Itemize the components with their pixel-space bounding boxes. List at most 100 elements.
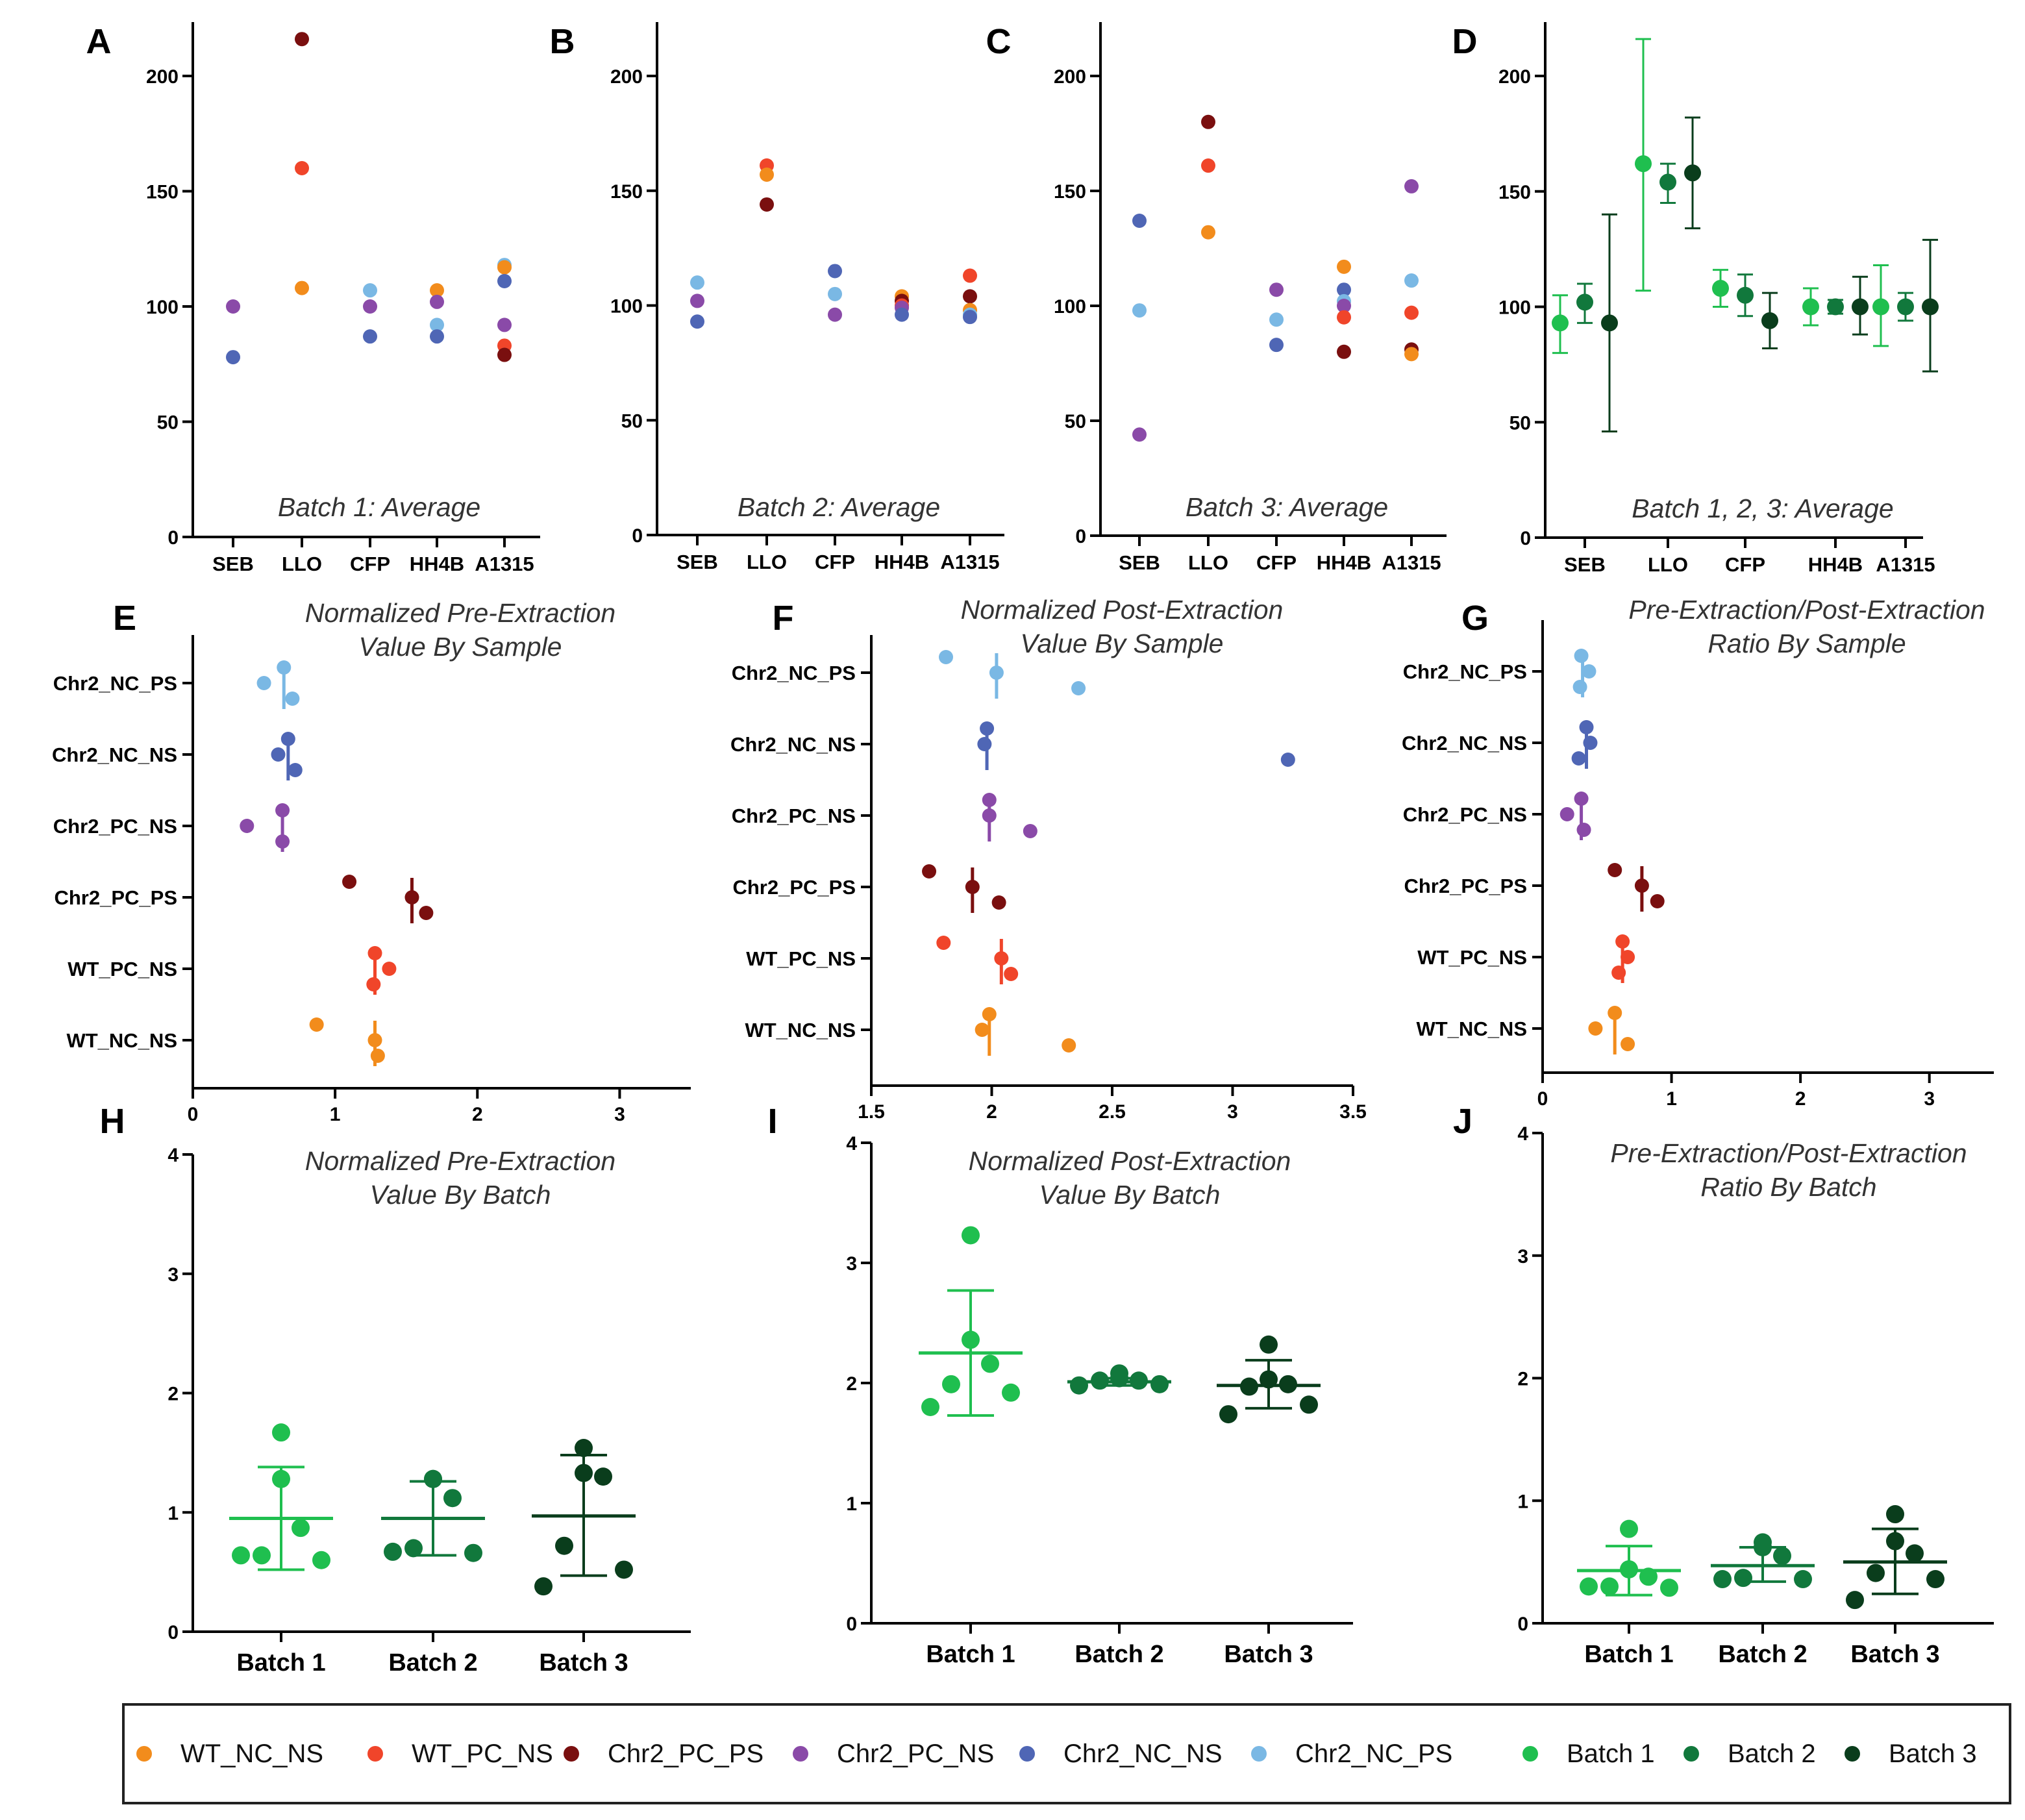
data-point <box>256 676 271 690</box>
data-point <box>309 1017 324 1032</box>
data-point <box>497 347 512 362</box>
x-category-label: A1315 <box>940 551 999 573</box>
y-tick-label: 200 <box>1498 66 1531 88</box>
y-category-label: Chr2_PC_PS <box>732 876 856 899</box>
legend-label: Batch 3 <box>1889 1739 1977 1768</box>
y-tick-label: 0 <box>1075 526 1086 547</box>
data-point <box>1608 863 1622 877</box>
data-point <box>1004 967 1019 981</box>
mean-point <box>1897 298 1914 316</box>
x-category-label: SEB <box>1564 553 1606 576</box>
legend-label: WT_PC_NS <box>412 1739 553 1768</box>
data-point <box>1576 823 1591 837</box>
data-point <box>982 808 997 823</box>
x-category-label: LLO <box>1188 551 1228 574</box>
panel-B: B Batch 2: Average 0 50 100 150 200 SEB LLO CFP HH… <box>550 22 1004 573</box>
legend-marker <box>793 1746 808 1762</box>
x-category-label: CFP <box>1256 551 1297 574</box>
data-point <box>1269 312 1284 327</box>
data-point <box>1130 1371 1148 1390</box>
data-point <box>1269 282 1284 297</box>
data-point <box>963 310 977 325</box>
data-point <box>404 890 419 904</box>
data-point <box>1579 720 1594 734</box>
y-tick-label: 100 <box>1054 296 1086 318</box>
mean-point <box>1827 298 1844 316</box>
x-category-label: Batch 1 <box>236 1649 325 1677</box>
data-point <box>828 286 842 301</box>
data-point <box>280 732 295 746</box>
legend-label: Chr2_PC_PS <box>608 1739 764 1768</box>
x-category-label: HH4B <box>875 551 929 573</box>
y-tick-label: 200 <box>610 66 643 88</box>
data-point <box>272 1469 290 1488</box>
data-point <box>962 1226 980 1245</box>
data-point <box>760 168 774 182</box>
data-point <box>555 1536 573 1555</box>
data-point <box>1240 1377 1258 1396</box>
mean-point <box>1737 286 1754 304</box>
data-point <box>1201 158 1215 173</box>
y-category-label: WT_NC_NS <box>66 1029 177 1052</box>
data-point <box>1260 1335 1278 1354</box>
mean-point <box>1552 314 1569 332</box>
data-point <box>497 260 512 275</box>
data-point <box>963 289 977 304</box>
x-tick-label: 0 <box>1537 1088 1548 1110</box>
data-point <box>1608 1006 1622 1020</box>
data-point <box>1002 1383 1020 1402</box>
y-tick-label: 4 <box>1517 1123 1528 1145</box>
chart-title-line: Value By Batch <box>370 1180 551 1210</box>
x-category-label: SEB <box>1119 551 1160 574</box>
data-point <box>942 1375 960 1393</box>
data-point <box>1132 303 1147 318</box>
y-category-label: Chr2_PC_NS <box>1403 803 1527 826</box>
y-tick-label: 50 <box>157 412 179 434</box>
y-tick-label: 150 <box>610 181 643 203</box>
data-point <box>240 819 255 833</box>
data-point <box>982 1007 997 1021</box>
panel-H: H Normalized Pre-Extraction Value By Batch… <box>100 1102 691 1677</box>
data-point <box>1582 664 1596 679</box>
data-point <box>232 1546 250 1565</box>
data-point <box>1337 310 1351 325</box>
data-point <box>1337 299 1351 313</box>
data-point <box>363 299 377 314</box>
data-point <box>424 1469 442 1488</box>
y-tick-label: 150 <box>146 182 179 203</box>
legend-label: WT_NC_NS <box>180 1739 323 1768</box>
y-category-label: Chr2_NC_PS <box>732 662 856 684</box>
chart-title-line: Normalized Post-Extraction <box>961 595 1284 625</box>
data-point <box>430 283 444 298</box>
data-point <box>1071 681 1086 695</box>
data-point <box>275 834 290 849</box>
data-point <box>1580 1577 1598 1596</box>
x-category-label: A1315 <box>1382 551 1441 574</box>
y-tick-label: 50 <box>1509 412 1531 434</box>
data-point <box>1559 807 1574 821</box>
legend-label: Chr2_NC_PS <box>1295 1739 1452 1768</box>
x-tick-label: 3 <box>614 1104 625 1125</box>
y-tick-label: 0 <box>168 527 179 549</box>
data-point <box>1886 1532 1904 1551</box>
x-category-label: HH4B <box>1317 551 1371 574</box>
data-point <box>975 1023 989 1037</box>
y-tick-label: 0 <box>846 1614 857 1635</box>
y-category-label: Chr2_NC_NS <box>730 733 856 756</box>
y-tick-label: 0 <box>1520 528 1531 549</box>
chart-title: Batch 3: Average <box>1186 492 1388 522</box>
data-point <box>1571 751 1586 766</box>
data-point <box>1886 1505 1904 1524</box>
legend-marker <box>367 1746 383 1762</box>
panel-label: B <box>550 22 575 61</box>
data-point <box>419 906 434 920</box>
chart-title-line: Value By Batch <box>1039 1180 1221 1210</box>
y-tick-label: 200 <box>146 66 179 88</box>
data-point <box>285 692 300 706</box>
data-point <box>981 1354 999 1373</box>
data-point <box>982 793 997 807</box>
panel-label: E <box>113 599 136 638</box>
panel-label: G <box>1461 599 1489 638</box>
data-point <box>1620 1519 1638 1538</box>
